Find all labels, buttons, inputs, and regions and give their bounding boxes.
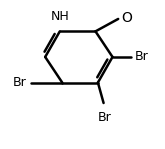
Text: NH: NH <box>51 10 70 23</box>
Text: Br: Br <box>135 51 149 63</box>
Text: O: O <box>121 11 132 25</box>
Text: Br: Br <box>98 111 112 124</box>
Text: Br: Br <box>13 76 27 89</box>
